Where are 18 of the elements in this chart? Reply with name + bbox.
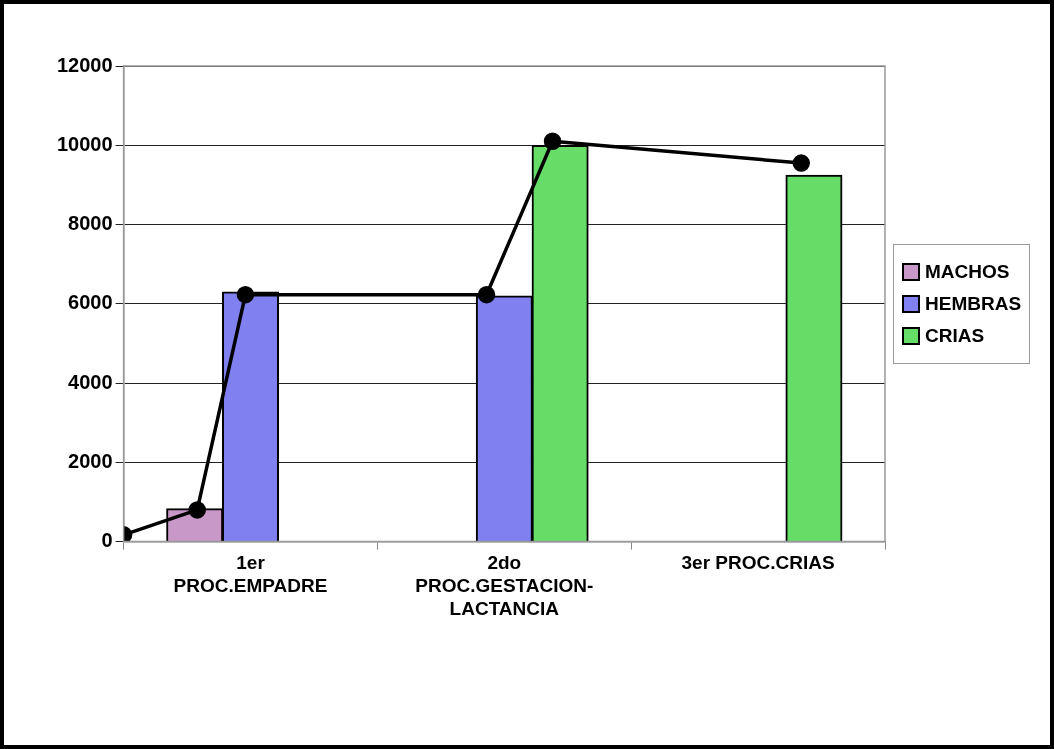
x-tick-label: 3er PROC.CRIAS (681, 552, 835, 574)
point (236, 285, 255, 304)
y-tick-label: 2000 (68, 449, 113, 472)
y-tick-label: 8000 (68, 212, 113, 235)
x-tick-label: 1er PROC.EMPADRE (173, 552, 328, 597)
point (543, 132, 562, 151)
point (188, 501, 206, 519)
x-tick-label: 2do PROC.GESTACION-LACTANCIA (415, 552, 594, 619)
legend-label: CRIAS (925, 324, 985, 347)
y-tick-label: 6000 (68, 291, 113, 314)
point (792, 154, 810, 172)
y-tick-label: 12000 (56, 53, 113, 76)
y-tick-label: 4000 (68, 370, 113, 393)
point (477, 285, 496, 304)
y-tick-label: 10000 (56, 132, 113, 155)
legend-label: MACHOS (925, 260, 1010, 283)
legend-label: HEMBRAS (925, 292, 1022, 315)
y-tick-label: 0 (101, 529, 113, 552)
